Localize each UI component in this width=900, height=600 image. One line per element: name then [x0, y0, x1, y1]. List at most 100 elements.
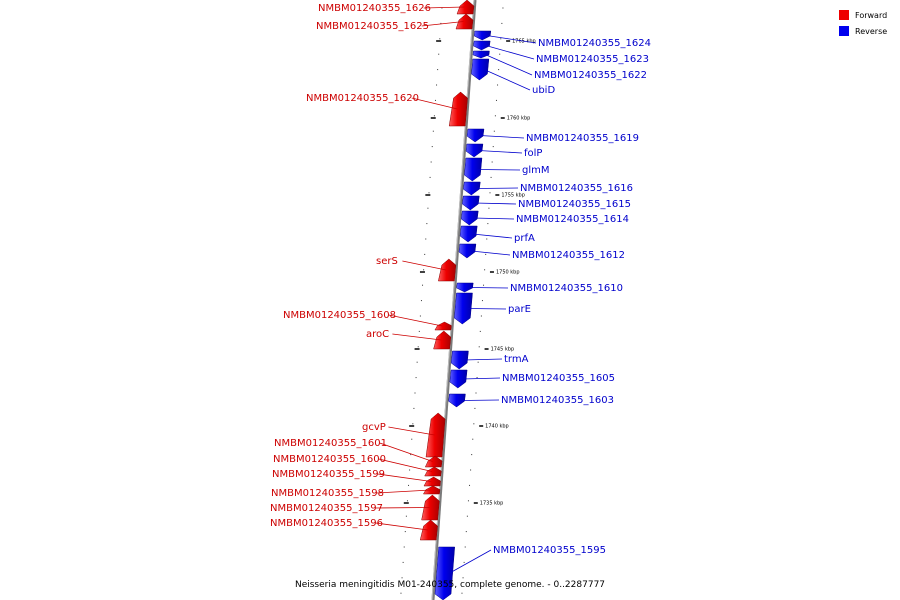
gene-connector: [467, 308, 507, 310]
tick-label: 1750 kbp: [496, 270, 520, 276]
gene-connector: [485, 54, 533, 76]
gene-nmbm01240355_1625-arrow[interactable]: [455, 13, 474, 30]
gene-nmbm01240355_1605-arrow[interactable]: [449, 369, 468, 389]
gene-label[interactable]: parE: [508, 304, 531, 315]
gene-nmbm01240355_1624-arrow[interactable]: [473, 30, 492, 41]
gene-label[interactable]: NMBM01240355_1608: [283, 310, 396, 321]
gene-nmbm01240355_1615-arrow[interactable]: [462, 195, 480, 211]
gene-nmbm01240355_1614-arrow[interactable]: [460, 210, 479, 226]
gene-nmbm01240355_1619-arrow[interactable]: [466, 128, 485, 143]
gene-nmbm01240355_1595-arrow[interactable]: [434, 546, 455, 600]
gene-connector: [479, 135, 525, 139]
gene-nmbm01240355_1616-arrow[interactable]: [463, 181, 481, 196]
gene-glmm-arrow[interactable]: [464, 157, 483, 182]
gene-nmbm01240355_1610-arrow[interactable]: [456, 282, 474, 293]
gene-label[interactable]: NMBM01240355_1598: [271, 488, 384, 499]
gene-label[interactable]: NMBM01240355_1623: [536, 54, 649, 65]
gene-label[interactable]: NMBM01240355_1601: [274, 438, 387, 449]
gene-label[interactable]: NMBM01240355_1615: [518, 199, 631, 210]
gene-connector: [477, 169, 521, 171]
gene-label[interactable]: NMBM01240355_1596: [270, 518, 383, 529]
gene-connector: [388, 314, 443, 327]
gene-label[interactable]: NMBM01240355_1626: [318, 3, 431, 14]
gene-nmbm01240355_1599-arrow[interactable]: [423, 476, 441, 487]
gene-connector: [423, 6, 465, 9]
gene-connector: [485, 45, 535, 60]
gene-aroc-arrow[interactable]: [433, 330, 452, 350]
gene-folp-arrow[interactable]: [465, 143, 484, 158]
gene-label[interactable]: NMBM01240355_1610: [510, 283, 623, 294]
gene-label[interactable]: prfA: [514, 233, 535, 244]
gene-connector: [448, 549, 492, 574]
gene-label[interactable]: NMBM01240355_1599: [272, 469, 385, 480]
gene-label[interactable]: NMBM01240355_1595: [493, 545, 606, 556]
gene-connector: [375, 522, 428, 531]
gene-label[interactable]: NMBM01240355_1624: [538, 38, 651, 49]
gene-ubid-arrow[interactable]: [471, 58, 490, 81]
gene-nmbm01240355_1612-arrow[interactable]: [458, 243, 477, 259]
gene-label[interactable]: glmM: [522, 165, 550, 176]
gene-nmbm01240355_1597-arrow[interactable]: [421, 494, 440, 521]
gene-nmbm01240355_1622-arrow[interactable]: [472, 50, 490, 59]
gene-label[interactable]: gcvP: [362, 422, 386, 433]
gene-nmbm01240355_1600-arrow[interactable]: [424, 466, 442, 477]
gene-connector: [460, 399, 500, 401]
gene-nmbm01240355_1620-arrow[interactable]: [448, 91, 468, 127]
gene-connector: [402, 260, 447, 271]
minor-ticks: [400, 7, 504, 594]
gene-label[interactable]: NMBM01240355_1605: [502, 373, 615, 384]
tick-label: 1760 kbp: [507, 116, 531, 122]
gene-label[interactable]: NMBM01240355_1612: [512, 250, 625, 261]
gene-connector: [376, 489, 431, 494]
gene-connector: [421, 21, 464, 27]
gene-prfa-arrow[interactable]: [459, 225, 478, 243]
tick-label: 1745 kbp: [491, 347, 515, 353]
gene-label[interactable]: trmA: [504, 354, 529, 365]
gene-nmbm01240355_1601-arrow[interactable]: [424, 455, 443, 468]
gene-nmbm01240355_1598-arrow[interactable]: [422, 485, 441, 495]
gene-gcvp-arrow[interactable]: [425, 412, 446, 458]
gene-nmbm01240355_1626-arrow[interactable]: [456, 0, 475, 15]
gene-label[interactable]: NMBM01240355_1600: [273, 454, 386, 465]
gene-label[interactable]: NMBM01240355_1616: [520, 183, 633, 194]
gene-sers-arrow[interactable]: [438, 258, 457, 282]
legend-forward-swatch: [839, 10, 849, 20]
gene-pare-arrow[interactable]: [454, 292, 473, 325]
gene-label[interactable]: NMBM01240355_1622: [534, 70, 647, 81]
genome-caption: Neisseria meningitidis M01-240355, compl…: [295, 580, 605, 590]
gene-connector: [468, 287, 509, 289]
gene-label[interactable]: NMBM01240355_1597: [270, 503, 383, 514]
gene-label[interactable]: ubiD: [532, 85, 555, 96]
gene-nmbm01240355_1608-arrow[interactable]: [434, 321, 452, 331]
legend-reverse-swatch: [839, 26, 849, 36]
gene-layer: NMBM01240355_1626 NMBM01240355_1625 NMBM01…: [270, 0, 651, 600]
gene-label[interactable]: NMBM01240355_1614: [516, 214, 629, 225]
gene-connector: [474, 202, 517, 205]
gene-label[interactable]: NMBM01240355_1620: [306, 93, 419, 104]
gene-label[interactable]: NMBM01240355_1625: [316, 21, 429, 32]
gene-connector: [392, 333, 442, 341]
gene-nmbm01240355_1596-arrow[interactable]: [419, 519, 438, 541]
gene-label[interactable]: folP: [524, 148, 542, 159]
gene-trma-arrow[interactable]: [450, 350, 469, 370]
legend-forward-label: Forward: [855, 11, 887, 20]
gene-nmbm01240355_1603-arrow[interactable]: [448, 393, 466, 408]
legend: Forward Reverse: [839, 10, 887, 36]
gene-connector: [478, 150, 523, 154]
gene-connector: [379, 442, 433, 462]
tick-label: 1755 kbp: [501, 193, 525, 199]
gene-connector: [472, 233, 513, 239]
gene-connector: [388, 426, 435, 436]
gene-connector: [483, 69, 531, 91]
gene-connector: [475, 187, 519, 189]
gene-nmbm01240355_1623-arrow[interactable]: [473, 40, 491, 51]
gene-label[interactable]: aroC: [366, 329, 389, 340]
gene-label[interactable]: serS: [376, 256, 398, 267]
gene-connector: [375, 507, 430, 509]
gene-label[interactable]: NMBM01240355_1619: [526, 133, 639, 144]
gene-connector: [471, 250, 511, 256]
gene-label[interactable]: NMBM01240355_1603: [501, 395, 614, 406]
legend-reverse-label: Reverse: [855, 27, 887, 36]
